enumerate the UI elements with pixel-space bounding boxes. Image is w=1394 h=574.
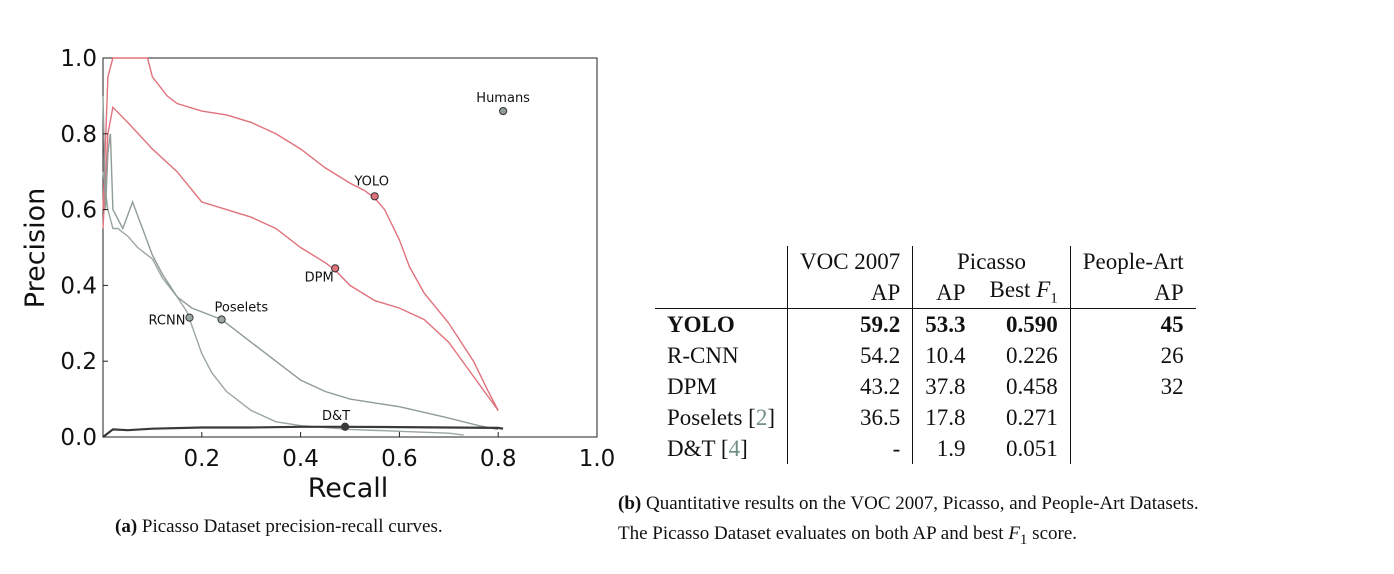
citation-link[interactable]: 2	[755, 404, 768, 430]
header-picasso: Picasso	[912, 246, 1071, 277]
table-row: YOLO 59.2 53.3 0.590 45	[655, 308, 1196, 340]
cell-picasso-ap: 37.8	[925, 373, 966, 399]
caption-a-label: (a)	[115, 516, 138, 537]
cell-voc-ap: 36.5	[787, 402, 914, 433]
label-rcnn: RCNN	[149, 314, 186, 329]
subheader-picasso-f1: Best F1	[977, 277, 1071, 309]
header-voc2007: VOC 2007	[787, 246, 914, 277]
citation-link[interactable]: 4	[728, 435, 741, 461]
cell-picasso-f1: 0.271	[977, 402, 1071, 433]
cell-people-art-ap: 26	[1160, 342, 1184, 368]
subheader-voc-ap: AP	[787, 277, 914, 309]
x-tick-label: 1.0	[579, 446, 616, 472]
x-axis-label: Recall	[308, 473, 389, 504]
x-tick-label: 0.6	[381, 446, 418, 472]
series-dpm-line	[102, 105, 499, 411]
cell-name: R-CNN	[655, 340, 788, 371]
label-poselets: Poselets	[215, 301, 269, 316]
marker-dpm	[331, 264, 340, 273]
plot-frame	[102, 57, 598, 438]
x-tick-label: 0.2	[184, 446, 221, 472]
series-poselets-line	[102, 95, 499, 431]
x-tick-label: 0.8	[480, 446, 517, 472]
cell-picasso-f1: 0.458	[977, 371, 1071, 402]
marker-dandt	[340, 422, 350, 431]
y-tick-label: 0.4	[60, 273, 97, 299]
table-row: Poselets [2] 36.5 17.8 0.271	[655, 402, 1196, 433]
marker-yolo	[370, 192, 379, 201]
cell-name: D&T [4]	[655, 433, 788, 464]
caption-b-line1: (b) Quantitative results on the VOC 2007…	[618, 493, 1199, 514]
y-tick-label: 1.0	[60, 46, 97, 72]
caption-a: (a) Picasso Dataset precision-recall cur…	[115, 516, 443, 538]
marker-rcnn	[185, 313, 194, 322]
label-yolo: YOLO	[353, 174, 388, 189]
cell-picasso-ap: 1.9	[936, 435, 966, 461]
cell-picasso-ap: 53.3	[925, 311, 966, 337]
annotation-layer: Humans YOLO DPM Poselets RCNN D&T	[149, 91, 530, 431]
cell-name: YOLO	[655, 308, 788, 340]
series-yolo-line	[102, 57, 499, 411]
label-dpm: DPM	[305, 270, 334, 285]
y-tick-label: 0.6	[60, 198, 97, 224]
cell-picasso-ap: 10.4	[925, 342, 966, 368]
subheader-picasso-ap: AP	[912, 277, 978, 309]
cell-picasso-f1: 0.226	[977, 340, 1071, 371]
marker-humans	[499, 106, 508, 116]
subheader-people-ap: AP	[1070, 277, 1196, 309]
header-people-art: People-Art	[1082, 248, 1184, 274]
table-group-header-row: VOC 2007 Picasso People-Art	[655, 246, 1196, 277]
results-table: VOC 2007 Picasso People-Art AP AP Best F…	[655, 246, 1196, 464]
cell-people-art-ap	[1070, 402, 1195, 433]
label-dandt: D&T	[322, 409, 350, 424]
cell-people-art-ap	[1070, 433, 1195, 464]
tick-layer: 0.2 0.4 0.6 0.8 1.0 0.0 0.2 0.4 0.6 0.8 1.0	[60, 46, 615, 472]
series-dandt-line	[102, 425, 504, 438]
x-tick-label: 0.4	[282, 446, 319, 472]
y-tick-label: 0.2	[60, 349, 97, 375]
table-row: D&T [4] -1.9 0.051	[655, 433, 1196, 464]
label-humans: Humans	[476, 91, 530, 106]
cell-voc-ap: 54.2	[787, 340, 914, 371]
cell-name: Poselets [2]	[655, 402, 788, 433]
caption-a-text: Picasso Dataset precision-recall curves.	[137, 516, 443, 537]
cell-voc-ap: -	[787, 433, 914, 464]
caption-b: (b) Quantitative results on the VOC 2007…	[618, 489, 1199, 555]
cell-voc-ap: 43.2	[787, 371, 914, 402]
cell-picasso-f1: 0.051	[977, 433, 1071, 464]
table-row: R-CNN 54.2 10.4 0.226 26	[655, 340, 1196, 371]
cell-people-art-ap: 45	[1160, 311, 1184, 337]
cell-picasso-ap: 17.8	[925, 404, 966, 430]
series-rcnn-line	[102, 171, 464, 436]
caption-b-line2: The Picasso Dataset evaluates on both AP…	[618, 523, 1078, 548]
y-tick-label: 0.0	[60, 425, 97, 451]
y-axis-label: Precision	[20, 188, 51, 308]
cell-people-art-ap: 32	[1160, 373, 1184, 399]
table-sub-header-row: AP AP Best F1 AP	[655, 277, 1196, 309]
cell-picasso-f1: 0.590	[977, 308, 1071, 340]
marker-poselets	[217, 315, 226, 324]
cell-name: DPM	[655, 371, 788, 402]
y-tick-label: 0.8	[60, 122, 97, 148]
table-row: DPM 43.2 37.8 0.458 32	[655, 371, 1196, 402]
series-layer	[102, 57, 504, 438]
cell-voc-ap: 59.2	[787, 308, 914, 340]
